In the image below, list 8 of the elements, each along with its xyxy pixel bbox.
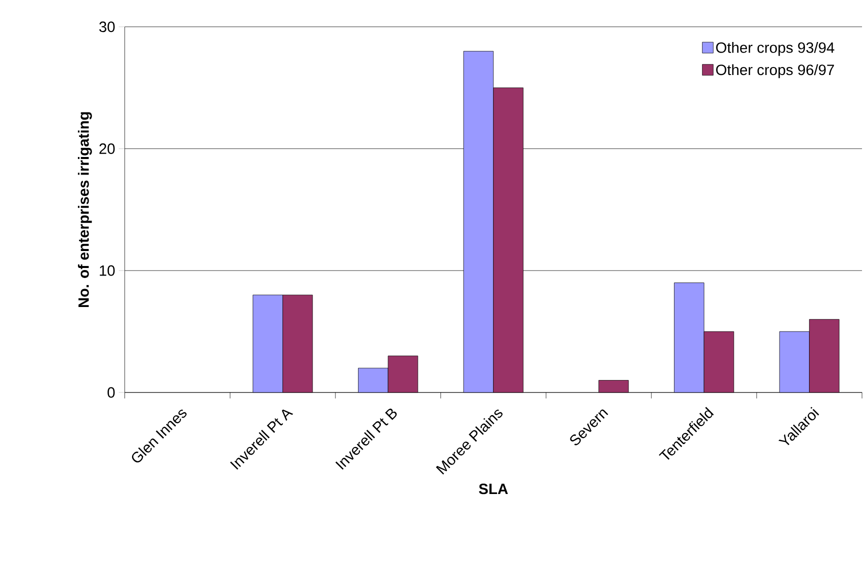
legend-label: Other crops 96/97 [716, 64, 834, 78]
y-tick-label: 10 [100, 265, 115, 276]
y-tick-label: 30 [99, 21, 115, 32]
legend-label: Other crops 93/94 [716, 42, 834, 56]
x-axis-title: SLA [478, 483, 508, 494]
y-tick-label: 0 [108, 387, 115, 398]
y-axis-title: No. of enterprises irrigating [78, 112, 92, 307]
y-tick-label: 20 [99, 143, 115, 154]
